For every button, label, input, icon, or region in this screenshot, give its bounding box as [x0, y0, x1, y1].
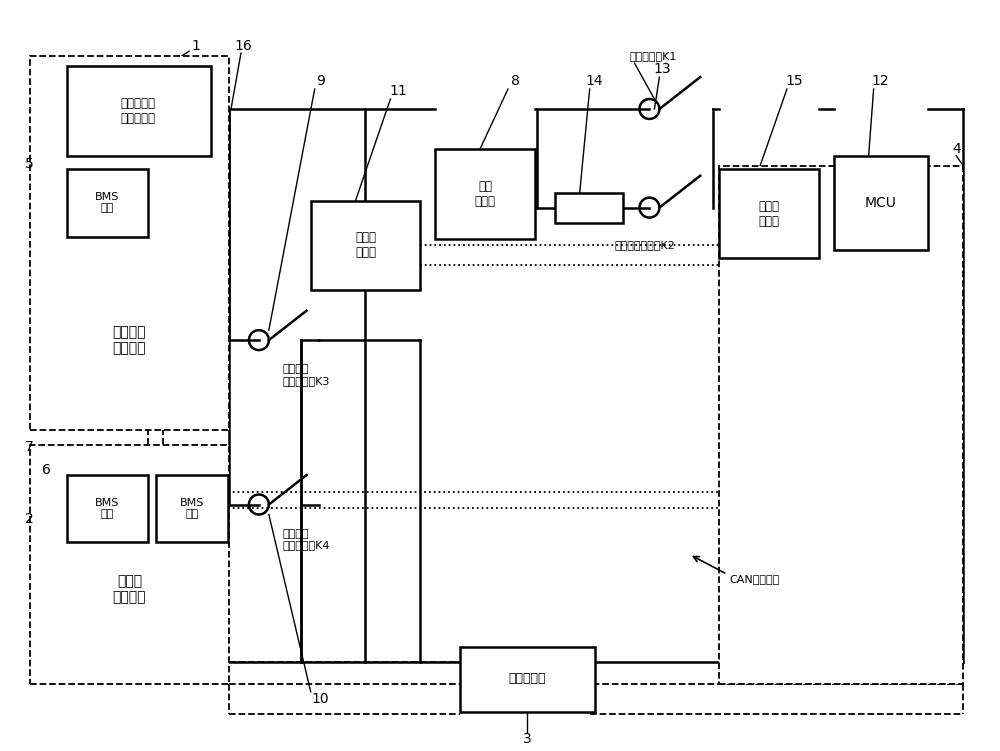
- Text: 内总压
传感器: 内总压 传感器: [355, 231, 376, 260]
- Text: 副电池包
总负软开关K3: 副电池包 总负软开关K3: [283, 364, 330, 386]
- Bar: [30, 56, 229, 430]
- Text: MCU: MCU: [865, 196, 897, 210]
- Text: 9: 9: [316, 74, 325, 88]
- Text: 4: 4: [952, 142, 961, 156]
- Text: 6: 6: [42, 463, 51, 477]
- Text: 7: 7: [25, 440, 34, 454]
- Bar: [67, 66, 211, 155]
- Text: 8: 8: [511, 74, 519, 88]
- Text: BMS
从板: BMS 从板: [95, 192, 120, 213]
- Text: 整车控制器: 整车控制器: [508, 672, 546, 686]
- Bar: [67, 475, 148, 542]
- Text: 16: 16: [234, 39, 252, 53]
- Text: 5: 5: [25, 157, 34, 170]
- Text: 11: 11: [390, 84, 407, 98]
- Text: 10: 10: [312, 692, 329, 706]
- Bar: [719, 166, 963, 684]
- Bar: [460, 647, 595, 712]
- Text: 15: 15: [785, 74, 803, 88]
- Bar: [435, 149, 535, 239]
- Text: 13: 13: [654, 62, 671, 76]
- Text: 可快换式
副电池包: 可快换式 副电池包: [113, 325, 146, 355]
- Text: CAN通信总线: CAN通信总线: [729, 575, 779, 584]
- Text: 外总压
传感器: 外总压 传感器: [759, 200, 780, 228]
- Text: 总正继电器K1: 总正继电器K1: [630, 51, 677, 61]
- Bar: [311, 201, 420, 291]
- Text: 14: 14: [586, 74, 603, 88]
- Text: 预充电路继电器K2: 预充电路继电器K2: [615, 240, 675, 251]
- Text: 3: 3: [523, 731, 531, 746]
- Text: 固定式
主电池包: 固定式 主电池包: [113, 574, 146, 605]
- Bar: [67, 169, 148, 237]
- Bar: [555, 193, 623, 222]
- Text: BMS
从板: BMS 从板: [95, 498, 120, 519]
- Text: 2: 2: [25, 512, 34, 526]
- Bar: [156, 475, 228, 542]
- Text: 1: 1: [192, 39, 201, 53]
- Text: 主电池包
总负软开关K4: 主电池包 总负软开关K4: [283, 529, 330, 550]
- Bar: [30, 445, 229, 684]
- Text: BMS
主板: BMS 主板: [180, 498, 204, 519]
- Bar: [719, 169, 819, 258]
- Text: 12: 12: [872, 74, 889, 88]
- Text: 换电模组信
息处理终端: 换电模组信 息处理终端: [121, 97, 156, 125]
- Bar: [834, 155, 928, 251]
- Text: 电流
传感器: 电流 传感器: [475, 179, 496, 208]
